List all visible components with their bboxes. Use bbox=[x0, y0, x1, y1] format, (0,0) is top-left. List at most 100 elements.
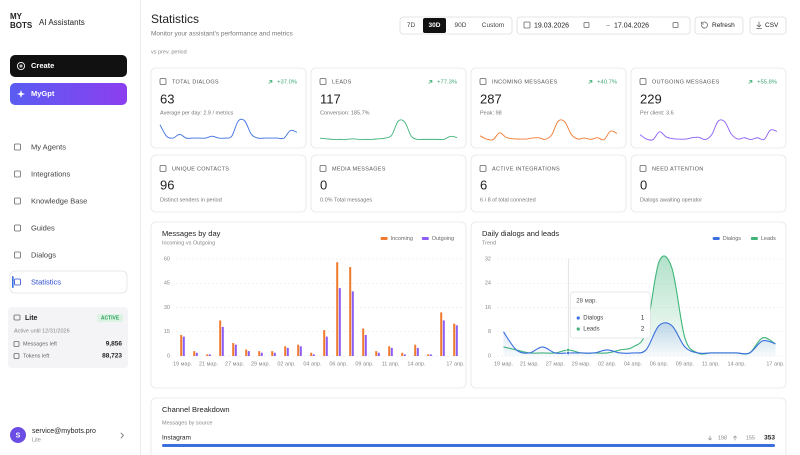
nav-item[interactable]: Knowledge Base bbox=[14, 196, 88, 205]
csv-button[interactable]: CSV bbox=[749, 16, 787, 35]
refresh-button[interactable]: Refresh bbox=[694, 16, 744, 35]
bar bbox=[245, 349, 248, 356]
chart-title: Messages by day bbox=[162, 229, 221, 238]
nav-item[interactable]: Dialogs bbox=[14, 250, 57, 259]
bar bbox=[377, 352, 380, 356]
kpi-label: UNIQUE CONTACTS bbox=[172, 166, 229, 172]
kpi-note: Conversion: 185.7% bbox=[320, 110, 370, 116]
kpi-label: NEED ATTENTION bbox=[652, 166, 703, 172]
nav-label: Integrations bbox=[31, 169, 70, 178]
kpi-change: +37.0% bbox=[277, 79, 297, 85]
bar bbox=[258, 351, 261, 356]
bar bbox=[349, 267, 352, 356]
kpi-change: +40.7% bbox=[597, 79, 617, 85]
card-bg bbox=[470, 67, 627, 149]
kpi-note: 0.0% Total messages bbox=[320, 197, 372, 203]
nav-item[interactable]: My Agents bbox=[14, 142, 67, 151]
card-subtitle: Messages by source bbox=[162, 420, 212, 426]
card-bg bbox=[470, 154, 627, 213]
date-range[interactable]: 19.03.2026 – 17.04.2026 bbox=[516, 16, 691, 35]
bar bbox=[403, 354, 406, 356]
nav-item[interactable]: Statistics bbox=[14, 277, 62, 286]
kpi-value: 6 bbox=[480, 177, 487, 192]
icon bbox=[639, 165, 647, 172]
bar bbox=[260, 352, 263, 356]
kpi-value: 96 bbox=[160, 177, 174, 192]
user-plan: Lite bbox=[32, 437, 41, 443]
tooltip-dot bbox=[576, 316, 580, 320]
bar bbox=[193, 351, 196, 356]
icon bbox=[159, 78, 167, 85]
date-from: 19.03.2026 bbox=[534, 22, 569, 29]
kpi-card: MEDIA MESSAGES 0 0.0% Total messages bbox=[310, 154, 467, 213]
create-button[interactable]: Create bbox=[10, 55, 127, 77]
y-tick-label: 32 bbox=[485, 256, 491, 262]
range-button[interactable]: 90D bbox=[455, 22, 467, 29]
nav-label: Dialogs bbox=[31, 250, 56, 259]
icon bbox=[16, 61, 26, 71]
bar bbox=[273, 352, 276, 356]
y-tick-label: 0 bbox=[488, 353, 491, 359]
arrow-up bbox=[733, 435, 737, 441]
range-buttons: 7D 30D 90D Custom bbox=[407, 18, 504, 33]
mygpt-button[interactable]: MyGpt bbox=[10, 83, 127, 105]
icon bbox=[479, 165, 487, 172]
y-tick-label: 45 bbox=[164, 281, 170, 287]
tooltip-name: Leads bbox=[583, 327, 599, 333]
kpi-card: UNIQUE CONTACTS 96 Distinct senders in per… bbox=[150, 154, 307, 213]
arrow-down bbox=[708, 435, 712, 441]
x-tick-label: 11 апр. bbox=[382, 361, 400, 367]
kpi-cards: TOTAL DIALOGS +37.0% 63 Average per day: 2.… bbox=[150, 67, 787, 213]
icon bbox=[701, 21, 708, 29]
bar bbox=[351, 291, 354, 356]
card-bg bbox=[310, 67, 467, 149]
plan-rows: Messages left 9,856 Tokens left 88,723 bbox=[13, 341, 122, 360]
x-tick-label: 21 мар. bbox=[199, 361, 219, 367]
brand: AI Assistants bbox=[39, 18, 85, 27]
icon bbox=[159, 165, 167, 172]
nav-item[interactable]: Guides bbox=[14, 223, 56, 232]
kpi-note: Peak: 98 bbox=[480, 110, 502, 116]
bar bbox=[312, 354, 315, 356]
icon bbox=[14, 251, 21, 259]
range-button[interactable]: 7D bbox=[407, 22, 416, 29]
button-bg bbox=[749, 16, 787, 35]
nav: My Agents Integrations Knowledge Base Guide… bbox=[14, 142, 88, 286]
user[interactable]: S service@mybots.pro Lite bbox=[10, 427, 124, 443]
bar bbox=[388, 346, 391, 356]
range-button[interactable]: Custom bbox=[482, 22, 504, 29]
x-tick-label: 09 апр. bbox=[355, 361, 374, 367]
icon bbox=[14, 224, 21, 232]
range-button[interactable]: 30D bbox=[423, 18, 446, 33]
legend-swatch bbox=[750, 237, 758, 240]
sparkline bbox=[639, 119, 778, 141]
bar bbox=[286, 347, 289, 356]
kpi-card: ACTIVE INTEGRATIONS 6 6 / 8 of total conne… bbox=[470, 154, 627, 213]
kpi-label: INCOMING MESSAGES bbox=[492, 79, 558, 85]
bar bbox=[271, 351, 274, 356]
trend-icon bbox=[748, 80, 753, 84]
kpi-note: Average per day: 2.9 / metrics bbox=[160, 110, 234, 116]
icon bbox=[479, 78, 487, 85]
nav-label: My Agents bbox=[31, 142, 66, 151]
card-bg bbox=[630, 154, 787, 213]
channel-total: 353 bbox=[764, 435, 775, 442]
button-bg bbox=[10, 83, 127, 105]
x-tick-label: 04 апр. bbox=[303, 361, 322, 367]
plan-until: Active until 12/31/2026 bbox=[14, 328, 70, 334]
sparkline bbox=[159, 118, 298, 140]
kpi-value: 117 bbox=[320, 91, 341, 106]
bar bbox=[325, 336, 328, 356]
nav-item[interactable]: Integrations bbox=[14, 169, 71, 178]
y-tick-label: 60 bbox=[164, 256, 170, 262]
bar bbox=[323, 330, 326, 356]
y-tick-label: 15 bbox=[164, 329, 170, 335]
legend-swatch bbox=[712, 237, 720, 240]
channel-card bbox=[150, 397, 787, 455]
tooltip-dot bbox=[576, 327, 580, 331]
kpi-card: TOTAL DIALOGS +37.0% 63 Average per day: 2.… bbox=[150, 67, 307, 149]
trend-icon bbox=[588, 80, 593, 84]
plan-row-value: 88,723 bbox=[102, 353, 122, 360]
bar bbox=[338, 288, 341, 356]
